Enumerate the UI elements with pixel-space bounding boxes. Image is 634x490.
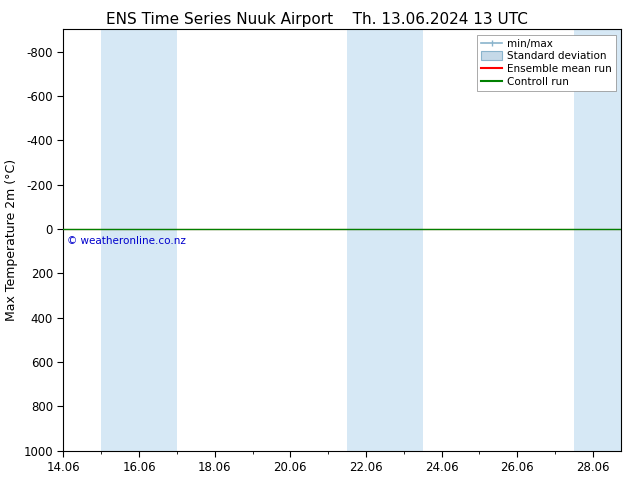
Y-axis label: Max Temperature 2m (°C): Max Temperature 2m (°C) [5, 159, 18, 321]
Bar [347, 29, 423, 451]
Text: ENS Time Series Nuuk Airport    Th. 13.06.2024 13 UTC: ENS Time Series Nuuk Airport Th. 13.06.2… [106, 12, 528, 27]
Text: © weatheronline.co.nz: © weatheronline.co.nz [67, 236, 186, 245]
Bar [574, 29, 621, 451]
Bar [101, 29, 177, 451]
Legend: min/max, Standard deviation, Ensemble mean run, Controll run: min/max, Standard deviation, Ensemble me… [477, 35, 616, 91]
